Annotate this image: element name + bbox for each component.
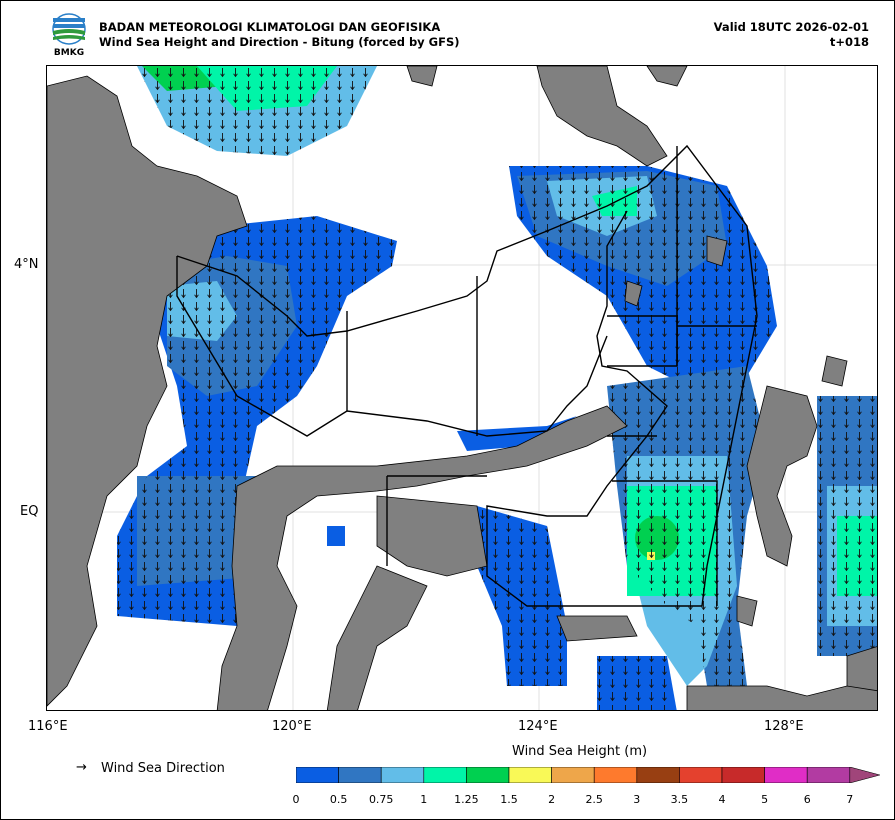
colorbar-cell [380, 767, 425, 783]
colorbar-tick-label: 1.5 [500, 793, 518, 806]
borneo-land [47, 75, 248, 707]
land [47, 66, 877, 710]
colorbar-cell [508, 767, 552, 783]
halmahera-land [746, 385, 818, 567]
colorbar-cell [593, 767, 638, 783]
mindanao-land [536, 66, 668, 167]
lon-tick-label: 116°E [28, 719, 68, 734]
colorbar-tick-label: 1 [420, 793, 428, 806]
zone-boundaries [176, 144, 758, 607]
map-canvas [47, 66, 877, 710]
map-panel [46, 65, 878, 711]
lon-tick-label: 128°E [764, 719, 804, 734]
org-name: BADAN METEOROLOGI KLIMATOLOGI DAN GEOFIS… [99, 20, 441, 34]
lat-tick-label: 4°N [14, 257, 39, 272]
colorbar-tick-label: 5 [761, 793, 769, 806]
colorbar-extend-triangle [849, 767, 880, 783]
lon-tick-label: 124°E [518, 719, 558, 734]
colorbar-cell [806, 767, 851, 783]
colorbar-cell [679, 767, 723, 783]
colorbar-tick-label: 2.5 [585, 793, 603, 806]
lat-tick-label: EQ [20, 504, 39, 519]
colorbar [296, 767, 880, 783]
colorbar-tick-label: 6 [803, 793, 811, 806]
wind-direction-arrow-icon: → [76, 760, 87, 775]
colorbar-tick-label: 3 [633, 793, 641, 806]
colorbar-cell [296, 767, 339, 783]
colorbar-cell [764, 767, 808, 783]
colorbar-tick-label: 3.5 [670, 793, 689, 806]
lon-tick-label: 120°E [272, 719, 312, 734]
bmkg-logo: BMKG [52, 13, 86, 58]
colorbar-tick-label: 0 [292, 793, 300, 806]
colorbar-cell [423, 767, 467, 783]
product-title: Wind Sea Height and Direction - Bitung (… [99, 35, 460, 49]
colorbar-tick-label: 1.25 [454, 793, 479, 806]
wind-direction-legend-label: Wind Sea Direction [101, 761, 225, 776]
seram-land [686, 685, 877, 710]
colorbar-cell [721, 767, 765, 783]
valid-time: Valid 18UTC 2026-02-01 [713, 20, 869, 34]
colorbar-tick-label: 7 [846, 793, 854, 806]
colorbar-cell [338, 767, 382, 783]
sulawesi-land [216, 405, 628, 710]
colorbar-title: Wind Sea Height (m) [512, 744, 648, 759]
logo-text: BMKG [54, 48, 84, 58]
forecast-step: t+018 [829, 35, 869, 49]
colorbar-cell [551, 767, 595, 783]
colorbar-cell [466, 767, 510, 783]
colorbar-cell [636, 767, 680, 783]
wave-height-field [117, 66, 877, 710]
colorbar-tick-label: 0.75 [368, 793, 394, 806]
colorbar-tick-label: 2 [548, 793, 556, 806]
colorbar-tick-label: 4 [718, 793, 726, 806]
colorbar-tick-label: 0.5 [329, 793, 348, 806]
